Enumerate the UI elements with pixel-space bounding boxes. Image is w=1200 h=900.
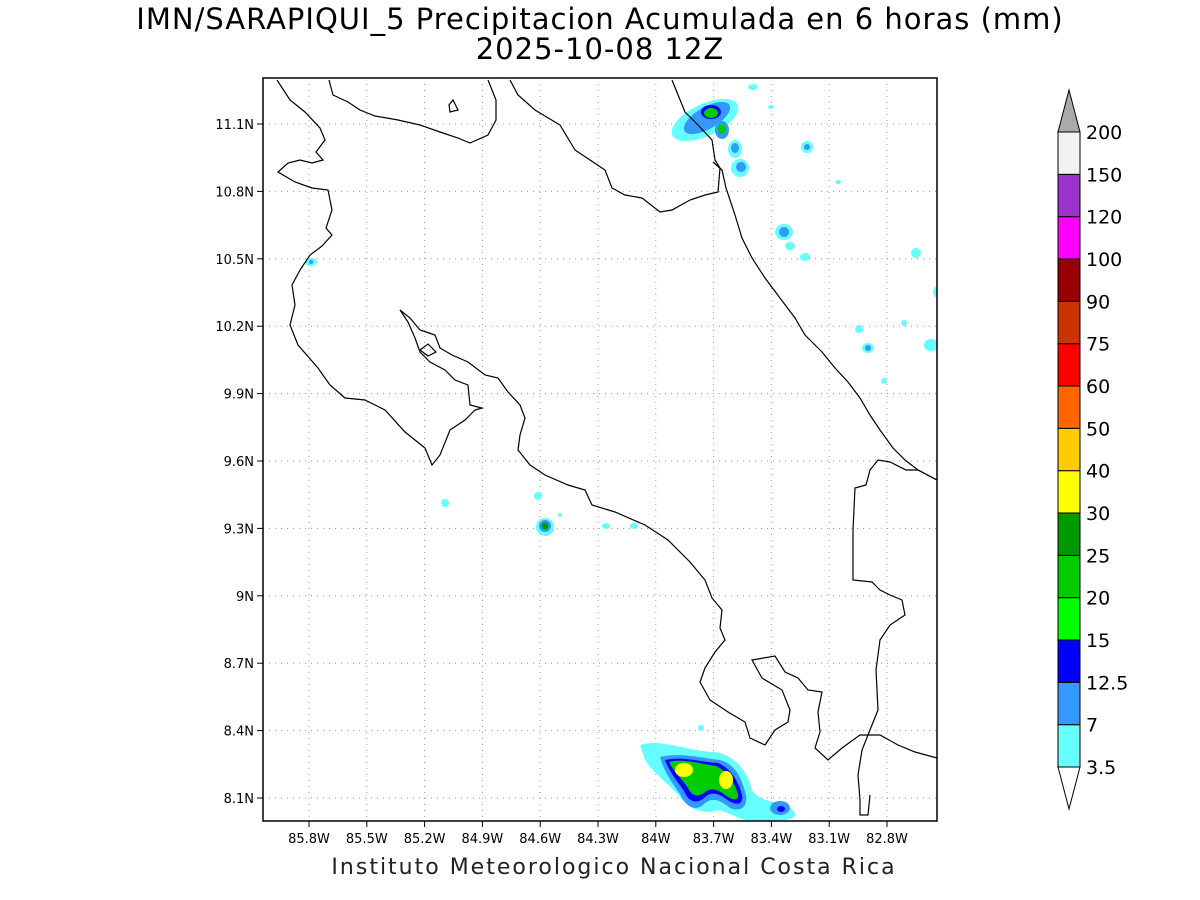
x-tick-label: 85.8W [288,832,330,847]
y-tick-label: 9N [236,590,254,605]
colorbar-swatch [1057,216,1081,260]
colorbar: 3.5 7 12.5 15 20 25 30 40 50 60 75 90 100 120 150 200 [1057,88,1128,811]
colorbar-label: 100 [1086,249,1122,271]
colorbar-label: 12.5 [1086,672,1128,694]
colorbar-label: 60 [1086,376,1110,398]
panama-border [852,459,937,816]
colorbar-swatch [1057,258,1081,302]
colorbar-label: 20 [1086,588,1110,610]
nicaragua-border [276,79,937,761]
x-tick-label: 82.8W [866,832,908,847]
x-tick-label: 84.6W [519,832,561,847]
x-tick-label: 84.9W [461,832,503,847]
y-tick-label: 8.1N [224,792,254,807]
colorbar-label: 7 [1086,715,1098,737]
lake-nicaragua-shore [328,79,497,144]
y-tick-label: 9.6N [224,455,254,470]
colorbar-label: 150 [1086,164,1122,186]
coastline [276,79,937,816]
colorbar-swatch [1057,512,1081,556]
colorbar-swatch [1057,554,1081,599]
precip-cell-central [441,492,704,731]
map-timestamp: 2025-10-08 12Z [475,32,725,66]
y-axis: 11.1N 10.8N 10.5N 10.2N 9.9N 9.6N 9.3N 9N 8.7N 8.… [215,118,263,807]
x-tick-label: 83.4W [750,832,792,847]
colorbar-label: 40 [1086,461,1110,483]
y-tick-label: 10.2N [215,320,254,335]
y-tick-label: 11.1N [215,118,254,133]
colorbar-arrow-low [1057,766,1081,811]
x-tick-label: 84W [641,832,671,847]
caribbean-coast-north [509,79,721,213]
colorbar-label: 50 [1086,418,1110,440]
colorbar-label: 90 [1086,291,1110,313]
colorbar-label: 200 [1086,122,1122,144]
x-tick-label: 85.5W [346,832,388,847]
colorbar-swatch [1057,385,1081,429]
y-tick-label: 10.8N [215,185,254,200]
colorbar-swatch [1057,343,1081,387]
map-grid [263,78,937,821]
y-tick-label: 8.7N [224,657,254,672]
y-tick-label: 9.9N [224,388,254,403]
precipitation-field [305,84,937,821]
colorbar-label: 30 [1086,503,1110,525]
island-2 [419,343,438,357]
colorbar-label: 25 [1086,545,1110,567]
x-axis: 85.8W 85.5W 85.2W 84.9W 84.6W 84.3W 84W 83.7W 83… [288,821,908,847]
colorbar-swatch [1057,131,1081,175]
footer-credit: Instituto Meteorologico Nacional Costa R… [331,855,897,880]
y-tick-label: 10.5N [215,253,254,268]
y-tick-label: 9.3N [224,522,254,537]
precip-cell-south [640,743,795,821]
precip-cell-north [305,84,937,384]
colorbar-swatch [1057,300,1081,345]
x-tick-label: 83.1W [808,832,850,847]
map-frame [262,77,938,822]
x-tick-label: 83.7W [693,832,735,847]
island [448,98,459,113]
colorbar-label: 120 [1086,207,1122,229]
colorbar-swatch [1057,639,1081,683]
caribbean-coast [712,161,937,481]
colorbar-swatch [1057,724,1081,768]
colorbar-swatch [1057,427,1081,472]
x-tick-label: 84.3W [577,832,619,847]
map-title: IMN/SARAPIQUI_5 Precipitacion Acumulada … [136,2,1064,36]
colorbar-label: 15 [1086,630,1110,652]
colorbar-swatch [1057,597,1081,641]
colorbar-label: 3.5 [1086,757,1116,779]
y-tick-label: 8.4N [224,725,254,740]
colorbar-label: 75 [1086,334,1110,356]
colorbar-swatch [1057,173,1081,218]
colorbar-swatch [1057,681,1081,726]
x-tick-label: 85.2W [404,832,446,847]
colorbar-arrow-high [1057,88,1081,133]
colorbar-swatch [1057,470,1081,514]
